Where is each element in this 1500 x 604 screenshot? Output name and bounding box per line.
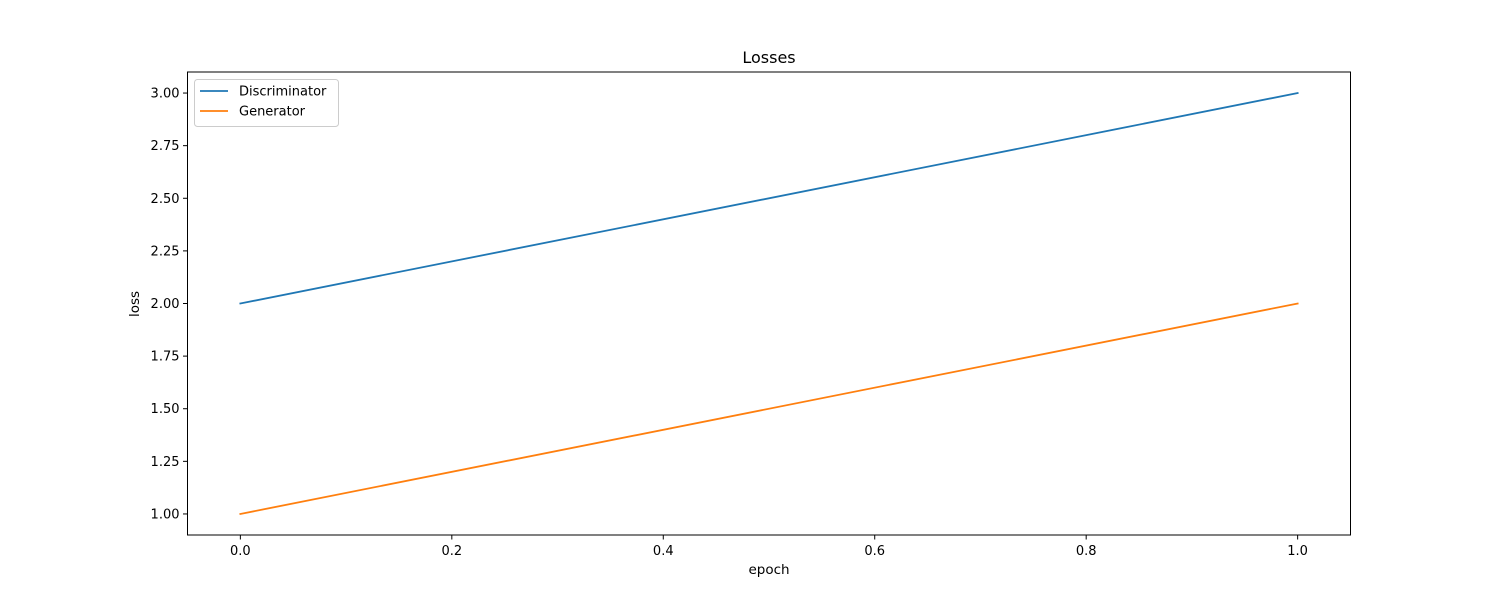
x-tick-label: 0.0: [230, 544, 251, 559]
y-tick-label: 2.75: [151, 139, 180, 154]
series-line-discriminator: [239, 91, 1299, 305]
series-line-generator: [239, 302, 1299, 516]
legend: Discriminator Generator: [194, 79, 339, 127]
series-layer: [239, 91, 1299, 516]
x-axis: 0.0 0.2 0.4 0.6 0.8 1.0: [230, 535, 1308, 559]
y-tick-label: 1.00: [151, 507, 180, 522]
x-tick-label: 0.6: [864, 544, 885, 559]
y-tick-label: 1.50: [151, 402, 180, 417]
x-axis-label: epoch: [748, 562, 789, 578]
x-tick-label: 1.0: [1287, 544, 1308, 559]
y-axis-label: loss: [127, 291, 143, 317]
y-tick-label: 1.25: [151, 455, 180, 470]
chart-title: Losses: [742, 48, 795, 67]
y-tick-label: 2.50: [151, 192, 180, 207]
legend-label: Discriminator: [239, 85, 327, 100]
y-axis: 1.00 1.25 1.50 1.75 2.00 2.25 2.50 2.75 3.00: [151, 87, 188, 522]
x-tick-label: 0.8: [1076, 544, 1097, 559]
y-tick-label: 3.00: [151, 87, 180, 102]
y-tick-label: 2.00: [151, 297, 180, 312]
axes-frame: [187, 71, 1351, 536]
x-tick-label: 0.4: [653, 544, 674, 559]
y-tick-label: 1.75: [151, 350, 180, 365]
x-tick-label: 0.2: [441, 544, 462, 559]
legend-box: [194, 79, 339, 127]
y-tick-label: 2.25: [151, 244, 180, 259]
legend-label: Generator: [239, 105, 306, 120]
